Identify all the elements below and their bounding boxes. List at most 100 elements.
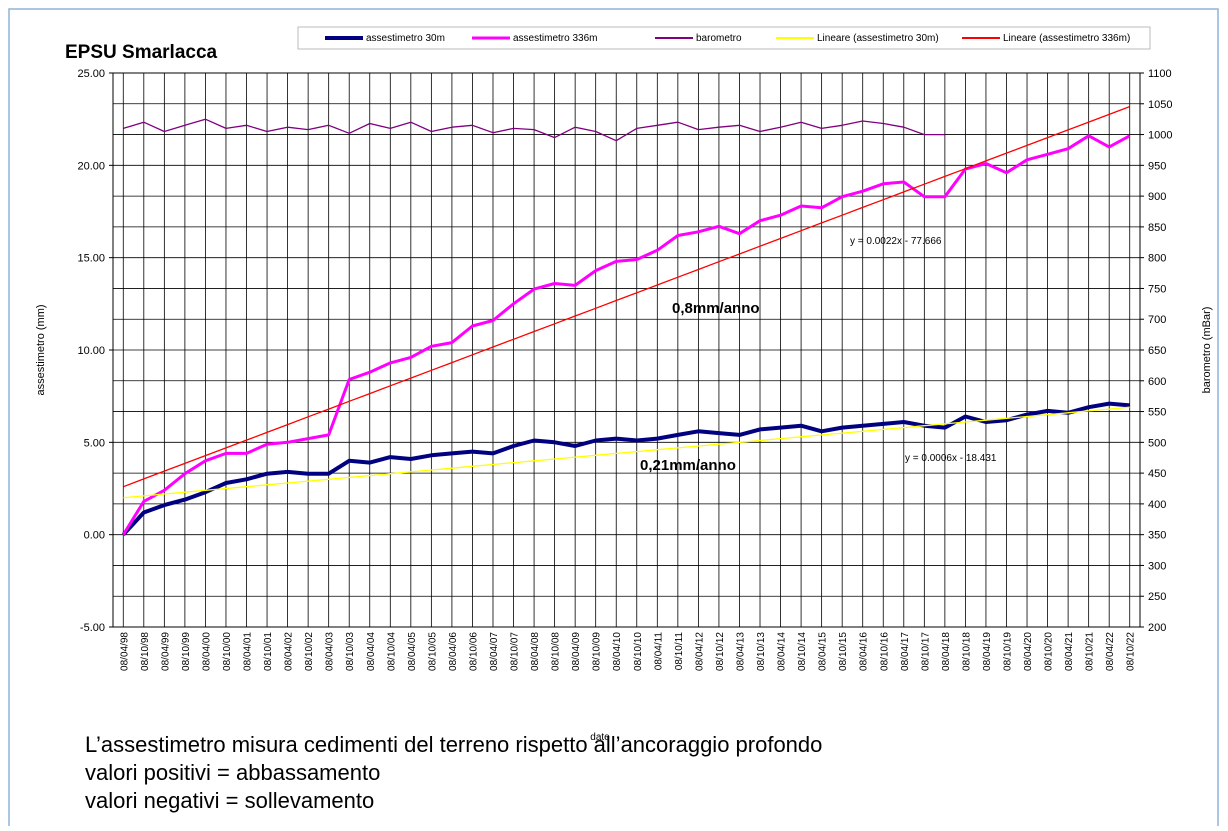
series-line (121, 401, 1130, 537)
legend-label: Lineare (assestimetro 30m) (817, 33, 939, 44)
y-tick-label: 0.00 (84, 530, 105, 542)
x-tick-label: 08/10/03 (345, 632, 356, 671)
x-tick-label: 08/10/10 (633, 632, 644, 671)
x-tick-label: 08/04/15 (818, 632, 829, 671)
x-tick-label: 08/04/19 (982, 632, 993, 671)
x-tick-label: 08/10/22 (1126, 632, 1137, 671)
caption-line: valori negativi = sollevamento (85, 788, 374, 813)
y-tick-label: 5.00 (84, 437, 105, 449)
legend-label: assestimetro 336m (513, 33, 597, 44)
caption-line: valori positivi = abbassamento (85, 760, 380, 785)
x-tick-label: 08/10/07 (510, 632, 521, 671)
y2-tick-label: 400 (1148, 499, 1166, 511)
x-tick-label: 08/04/01 (243, 632, 254, 671)
x-tick-label: 08/10/13 (756, 632, 767, 671)
x-tick-label: 08/04/14 (777, 632, 788, 671)
y2-tick-label: 1100 (1148, 68, 1172, 80)
x-tick-label: 08/10/11 (674, 632, 685, 671)
x-tick-label: 08/10/04 (386, 632, 397, 671)
x-tick-label: 08/04/17 (900, 632, 911, 671)
y2-tick-label: 300 (1148, 560, 1166, 572)
legend-label: barometro (696, 33, 742, 44)
x-tick-label: 08/04/09 (571, 632, 582, 671)
caption-line: L’assestimetro misura cedimenti del terr… (85, 732, 822, 757)
series-line (123, 118, 945, 142)
x-tick-label: 08/04/03 (325, 632, 336, 671)
x-tick-label: 08/10/99 (181, 632, 192, 671)
x-tick-label: 08/04/21 (1064, 632, 1075, 671)
y2-tick-label: 1050 (1148, 99, 1172, 111)
y-tick-label: -5.00 (80, 622, 105, 634)
annotation: 0,21mm/anno (640, 457, 736, 474)
x-tick-label: 08/10/09 (592, 632, 603, 671)
x-tick-label: 08/10/98 (140, 632, 151, 671)
series-line (122, 134, 1131, 536)
y-axis-title: assestimetro (mm) (35, 304, 47, 395)
y2-tick-label: 550 (1148, 407, 1166, 419)
y2-tick-label: 450 (1148, 468, 1166, 480)
x-tick-label: 08/10/17 (920, 632, 931, 671)
annotation: 0,8mm/anno (672, 300, 760, 317)
series-line (123, 105, 1130, 488)
series-line (123, 406, 1130, 499)
y2-tick-label: 850 (1148, 222, 1166, 234)
x-axis-title: date (590, 732, 610, 743)
x-tick-label: 08/10/19 (1002, 632, 1013, 671)
y-tick-label: 20.00 (77, 160, 105, 172)
y2-tick-label: 800 (1148, 253, 1166, 265)
x-tick-label: 08/10/08 (551, 632, 562, 671)
x-tick-label: 08/04/08 (530, 632, 541, 671)
x-tick-label: 08/04/05 (407, 632, 418, 671)
legend-label: assestimetro 30m (366, 33, 445, 44)
legend-box (297, 26, 1151, 50)
y-tick-label: 10.00 (77, 345, 105, 357)
y2-tick-label: 750 (1148, 283, 1166, 295)
y2-tick-label: 650 (1148, 345, 1166, 357)
x-tick-label: 08/04/13 (735, 632, 746, 671)
y2-tick-label: 900 (1148, 191, 1166, 203)
x-tick-label: 08/04/00 (201, 632, 212, 671)
x-tick-label: 08/10/21 (1085, 632, 1096, 671)
annotation: y = 0.0006x - 18.431 (905, 453, 997, 464)
x-tick-label: 08/04/98 (119, 632, 130, 671)
y2-tick-label: 350 (1148, 530, 1166, 542)
x-tick-label: 08/10/16 (879, 632, 890, 671)
x-tick-label: 08/04/22 (1105, 632, 1116, 671)
y2-axis-title: barometro (mBar) (1201, 307, 1213, 394)
legend-label: Lineare (assestimetro 336m) (1003, 33, 1130, 44)
y2-tick-label: 1000 (1148, 130, 1172, 142)
x-tick-label: 08/04/11 (653, 632, 664, 671)
x-tick-label: 08/10/20 (1044, 632, 1055, 671)
y-tick-label: 25.00 (77, 68, 105, 80)
x-tick-label: 08/10/15 (838, 632, 849, 671)
y2-tick-label: 500 (1148, 437, 1166, 449)
x-tick-label: 08/04/02 (284, 632, 295, 671)
y2-tick-label: 200 (1148, 622, 1166, 634)
y2-tick-label: 250 (1148, 591, 1166, 603)
x-tick-label: 08/04/20 (1023, 632, 1034, 671)
y2-tick-label: 700 (1148, 314, 1166, 326)
x-tick-label: 08/10/12 (715, 632, 726, 671)
x-tick-label: 08/04/18 (941, 632, 952, 671)
y2-tick-label: 950 (1148, 160, 1166, 172)
y2-tick-label: 600 (1148, 376, 1166, 388)
x-tick-label: 08/10/02 (304, 632, 315, 671)
y-tick-label: 15.00 (77, 253, 105, 265)
x-tick-label: 08/10/01 (263, 632, 274, 671)
x-tick-label: 08/04/10 (612, 632, 623, 671)
x-tick-label: 08/04/12 (694, 632, 705, 671)
frame (8, 8, 1219, 831)
x-tick-label: 08/10/18 (961, 632, 972, 671)
annotation: y = 0.0022x - 77.666 (850, 236, 942, 247)
x-tick-label: 08/04/06 (448, 632, 459, 671)
chart-title: EPSU Smarlacca (65, 42, 218, 63)
x-tick-label: 08/04/16 (859, 632, 870, 671)
x-tick-label: 08/04/07 (489, 632, 500, 671)
x-tick-label: 08/10/06 (468, 632, 479, 671)
x-tick-label: 08/10/14 (797, 632, 808, 671)
x-tick-label: 08/10/05 (427, 632, 438, 671)
x-tick-label: 08/04/04 (366, 632, 377, 671)
x-tick-label: 08/04/99 (160, 632, 171, 671)
x-tick-label: 08/10/00 (222, 632, 233, 671)
